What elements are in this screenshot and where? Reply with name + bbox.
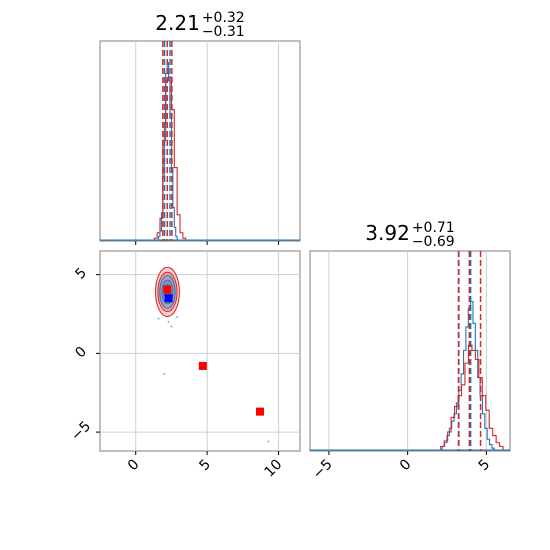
histogram-1-title: 2.21 (155, 11, 200, 35)
histogram-1-title-value: 2.21 (155, 11, 200, 35)
blue-square-marker (164, 294, 173, 303)
histogram-2-grid (328, 251, 487, 451)
scatter-outlier-point (170, 325, 173, 328)
histogram-2-series-2 (440, 344, 504, 450)
histogram-2-quantile-lines (457, 251, 482, 451)
histogram-1-ticks (135, 241, 280, 245)
scatter-outlier-point (157, 317, 160, 320)
histogram-2-title-plus: +0.71 (412, 220, 455, 236)
histogram-1-title-plus: +0.32 (202, 10, 245, 26)
histogram-2-title-value: 3.92 (365, 221, 410, 245)
scatter-points (157, 285, 270, 443)
red-square-marker (163, 285, 172, 294)
scatter-grid (100, 251, 300, 451)
scatter-outlier-point (267, 440, 270, 443)
scatter-ytick-label: 0 (72, 344, 90, 362)
histogram-2-tick-label: −5 (310, 457, 336, 483)
histogram-2-ticks: −5 0 5 (310, 451, 493, 482)
histogram-2-title-minus: −0.69 (412, 234, 455, 250)
scatter-ytick-label: −5 (68, 418, 94, 444)
scatter-ytick-label: 5 (72, 265, 90, 283)
red-square-marker (256, 407, 264, 416)
histogram-panel-2: −5 0 5 3.92 +0.71 −0.69 (309, 220, 511, 482)
scatter-xtick-label: 0 (125, 457, 143, 475)
histogram-2-tick-label: 5 (476, 457, 494, 475)
histogram-1-frame (99, 40, 301, 242)
scatter-xtick-label: 5 (196, 457, 214, 475)
histogram-2-bars (310, 301, 510, 451)
scatter-outlier-point (176, 316, 179, 319)
histogram-1-title-minus: −0.31 (202, 24, 245, 40)
histogram-panel-1: 2.21 +0.32 −0.31 (99, 10, 301, 245)
scatter-frame (99, 250, 301, 452)
scatter-xtick-label: 10 (261, 457, 285, 481)
histogram-2-title: 3.92 (365, 221, 410, 245)
histogram-1-quantile-lines (162, 41, 173, 241)
red-square-marker (198, 361, 207, 370)
scatter-outlier-point (167, 320, 170, 323)
histogram-2-tick-label: 0 (397, 457, 415, 475)
scatter-outlier-point (163, 372, 166, 375)
scatter-panel: 0 5 10 5 0 −5 (68, 250, 301, 481)
histogram-2-series-1 (441, 301, 495, 450)
histogram-1-grid (135, 41, 280, 241)
